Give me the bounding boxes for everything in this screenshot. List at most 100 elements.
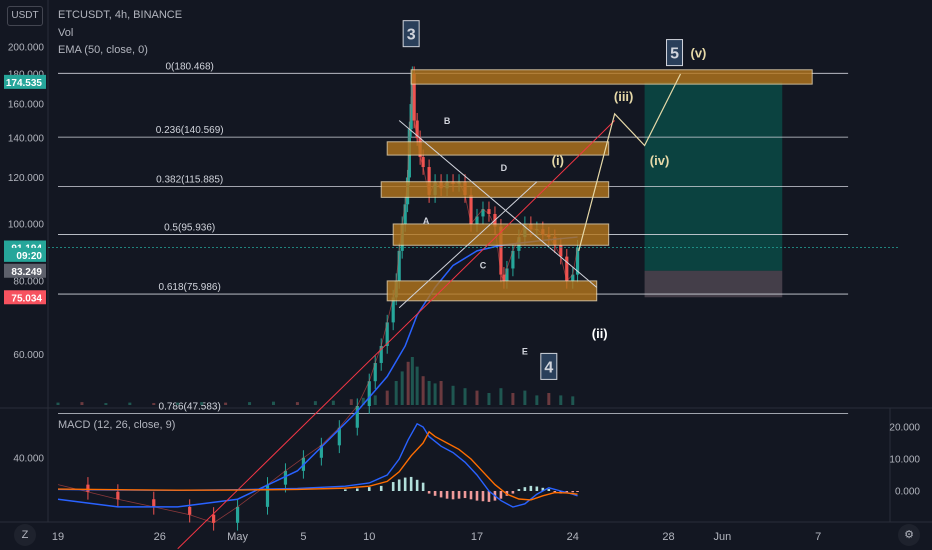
price-tick-label: 120.000 <box>8 173 45 184</box>
volume-bar <box>331 400 335 405</box>
macd-histogram-bar <box>421 482 425 491</box>
candle-body <box>475 216 479 224</box>
volume-bar <box>433 383 437 405</box>
settings-gear-icon[interactable]: ⚙ <box>898 524 920 546</box>
volume-bar <box>373 395 377 405</box>
price-tick-label: 200.000 <box>8 43 45 54</box>
macd-histogram-bar <box>433 491 437 496</box>
projected-wave-path <box>578 73 682 252</box>
candle-body <box>511 250 515 269</box>
macd-histogram-bar <box>397 479 401 491</box>
macd-histogram-bar <box>541 487 545 491</box>
volume-bar <box>547 393 551 405</box>
volume-bar <box>463 388 467 405</box>
price-tick-label: 80.000 <box>13 276 44 287</box>
wave-count-label: 4 <box>544 359 553 376</box>
volume-bar <box>176 402 180 405</box>
time-tick-label: 7 <box>815 531 821 543</box>
macd-histogram-bar <box>571 491 575 493</box>
volume-bar <box>421 376 425 405</box>
fib-level-label: 0.236(140.569) <box>156 125 224 136</box>
wave-count-boxes: 3 4 5 <box>402 20 684 380</box>
volume-bar <box>400 371 404 405</box>
macd-histogram-bar <box>553 491 557 493</box>
macd-axis-tick: 10.000 <box>889 455 920 466</box>
volume-bar <box>410 357 414 405</box>
symbol-title[interactable]: ETCUSDT, 4h, BINANCE <box>58 9 183 21</box>
time-tick-label: 17 <box>471 531 483 543</box>
time-tick-label: 26 <box>154 531 166 543</box>
candle-body <box>565 256 569 281</box>
candle-body <box>373 362 377 382</box>
macd-histogram-bar <box>379 485 383 491</box>
time-tick-label: 10 <box>363 531 375 543</box>
macd-histogram-bar <box>481 491 485 502</box>
macd-histogram-bar <box>391 482 395 491</box>
price-label-text: 174.535 <box>6 78 43 89</box>
volume-bar <box>523 390 527 405</box>
zone-rectangle <box>410 69 813 85</box>
macd-axis-tick: 0.000 <box>895 487 920 498</box>
macd-histogram-bar <box>427 491 431 494</box>
price-label-text: 09:20 <box>16 251 42 262</box>
time-tick-label: May <box>227 531 248 543</box>
volume-bar <box>56 402 60 405</box>
zone-rectangle <box>392 223 610 246</box>
price-label-text: 83.249 <box>11 267 42 278</box>
candle-body <box>481 209 485 217</box>
volume-bar <box>349 399 353 405</box>
volume-bar <box>415 366 419 405</box>
price-tick-label: 160.000 <box>8 100 45 111</box>
candle-body <box>355 405 359 428</box>
macd-legend: MACD (12, 26, close, 9) <box>58 419 176 431</box>
wave-count-label: 3 <box>407 27 416 44</box>
candle-body <box>499 226 503 275</box>
volume-bar <box>295 402 299 405</box>
candle-body <box>415 120 419 139</box>
volume-bar <box>313 401 317 405</box>
wave-count-label: 5 <box>670 46 679 63</box>
macd-axis-tick: 20.000 <box>889 423 920 434</box>
wave-label: (ii) <box>592 326 608 341</box>
volume-bar <box>451 385 455 405</box>
macd-histogram-bar <box>475 491 479 501</box>
macd-histogram-bar <box>576 491 579 492</box>
timezone-button[interactable]: Z <box>14 524 36 546</box>
position-profit-zone <box>644 81 783 271</box>
fib-level-label: 0.382(115.885) <box>156 174 223 185</box>
macd-histogram-bar <box>344 489 347 491</box>
wave-label: (iii) <box>614 89 634 104</box>
volume-bar <box>224 402 228 405</box>
volume-bar <box>511 393 515 405</box>
wave-label: A <box>423 216 430 226</box>
candle-body <box>487 209 491 214</box>
time-tick-label: 5 <box>300 531 306 543</box>
candle-body <box>502 274 506 281</box>
wave-label: C <box>480 260 487 270</box>
candle-body <box>410 74 414 105</box>
wave-label: E <box>522 346 528 356</box>
price-tick-label: 100.000 <box>8 219 45 230</box>
candle-body <box>505 268 509 281</box>
wave-label: D <box>501 163 508 173</box>
time-tick-label: Jun <box>714 531 732 543</box>
candle-body <box>571 274 575 281</box>
trendlines <box>177 120 616 550</box>
long-position-tool <box>644 81 783 298</box>
macd-histogram-bar <box>457 491 461 499</box>
volume-bar <box>439 381 443 405</box>
currency-badge[interactable]: USDT <box>7 6 43 26</box>
volume-bar <box>394 381 398 405</box>
time-tick-label: 24 <box>567 531 579 543</box>
price-tick-label: 40.000 <box>13 453 44 464</box>
ema-legend: EMA (50, close, 0) <box>58 44 148 56</box>
macd-histogram-bar <box>451 491 455 500</box>
candle-body <box>469 195 473 224</box>
candle-body <box>235 506 240 523</box>
volume-bar <box>271 401 275 405</box>
macd-signal-line <box>57 430 578 501</box>
macd-histogram-bar <box>355 488 359 491</box>
candle-body <box>412 74 416 121</box>
volume-bars <box>56 357 575 405</box>
